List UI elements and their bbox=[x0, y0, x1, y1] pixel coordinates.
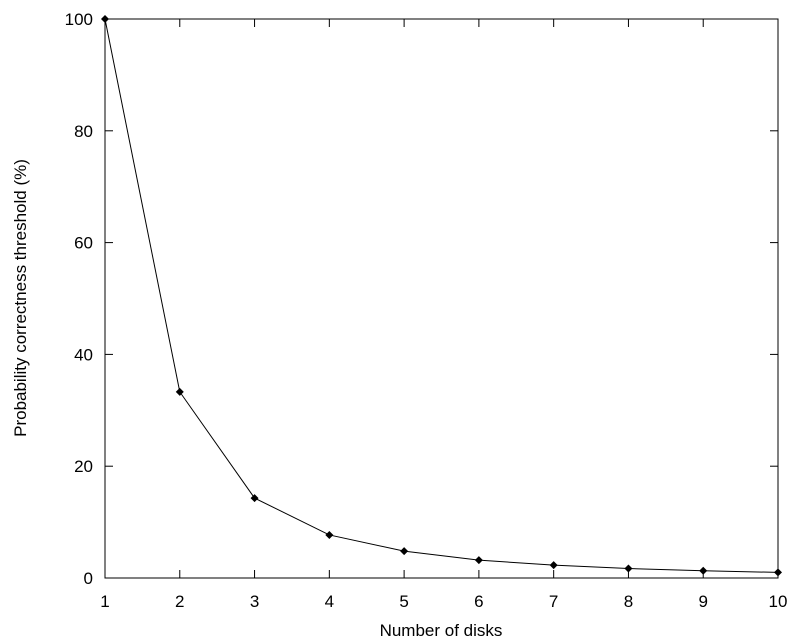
data-markers bbox=[101, 15, 782, 577]
x-tick-label: 4 bbox=[325, 592, 334, 611]
data-point-marker bbox=[325, 530, 334, 539]
data-point-marker bbox=[250, 494, 259, 503]
x-tick-label: 6 bbox=[474, 592, 483, 611]
x-tick-label: 10 bbox=[769, 592, 788, 611]
y-tick-label: 80 bbox=[74, 122, 93, 141]
tick-marks bbox=[104, 18, 779, 579]
series-line bbox=[104, 18, 779, 573]
x-tick-labels: 1 2 3 4 5 6 7 8 9 10 bbox=[100, 592, 787, 611]
data-point-marker bbox=[101, 15, 109, 23]
y-tick-label: 60 bbox=[74, 234, 93, 253]
plot-frame bbox=[104, 18, 779, 579]
x-tick-label: 7 bbox=[549, 592, 558, 611]
x-tick-label: 9 bbox=[698, 592, 707, 611]
x-tick-label: 2 bbox=[175, 592, 184, 611]
x-tick-label: 1 bbox=[100, 592, 109, 611]
data-point-marker bbox=[624, 564, 633, 573]
data-point-marker bbox=[774, 568, 782, 577]
x-axis-label: Number of disks bbox=[380, 621, 503, 640]
y-tick-labels: 0 20 40 60 80 100 bbox=[65, 10, 93, 588]
x-tick-label: 3 bbox=[250, 592, 259, 611]
data-point-marker bbox=[699, 566, 708, 575]
data-point-marker bbox=[400, 547, 409, 556]
y-axis-label: Probability correctness threshold (%) bbox=[11, 159, 30, 437]
y-tick-label: 40 bbox=[74, 345, 93, 364]
y-tick-label: 0 bbox=[84, 569, 93, 588]
x-tick-label: 5 bbox=[399, 592, 408, 611]
y-tick-label: 20 bbox=[74, 457, 93, 476]
x-tick-label: 8 bbox=[624, 592, 633, 611]
data-point-marker bbox=[175, 387, 184, 396]
data-point-marker bbox=[474, 556, 483, 565]
y-tick-label: 100 bbox=[65, 10, 93, 29]
data-point-marker bbox=[549, 561, 558, 570]
